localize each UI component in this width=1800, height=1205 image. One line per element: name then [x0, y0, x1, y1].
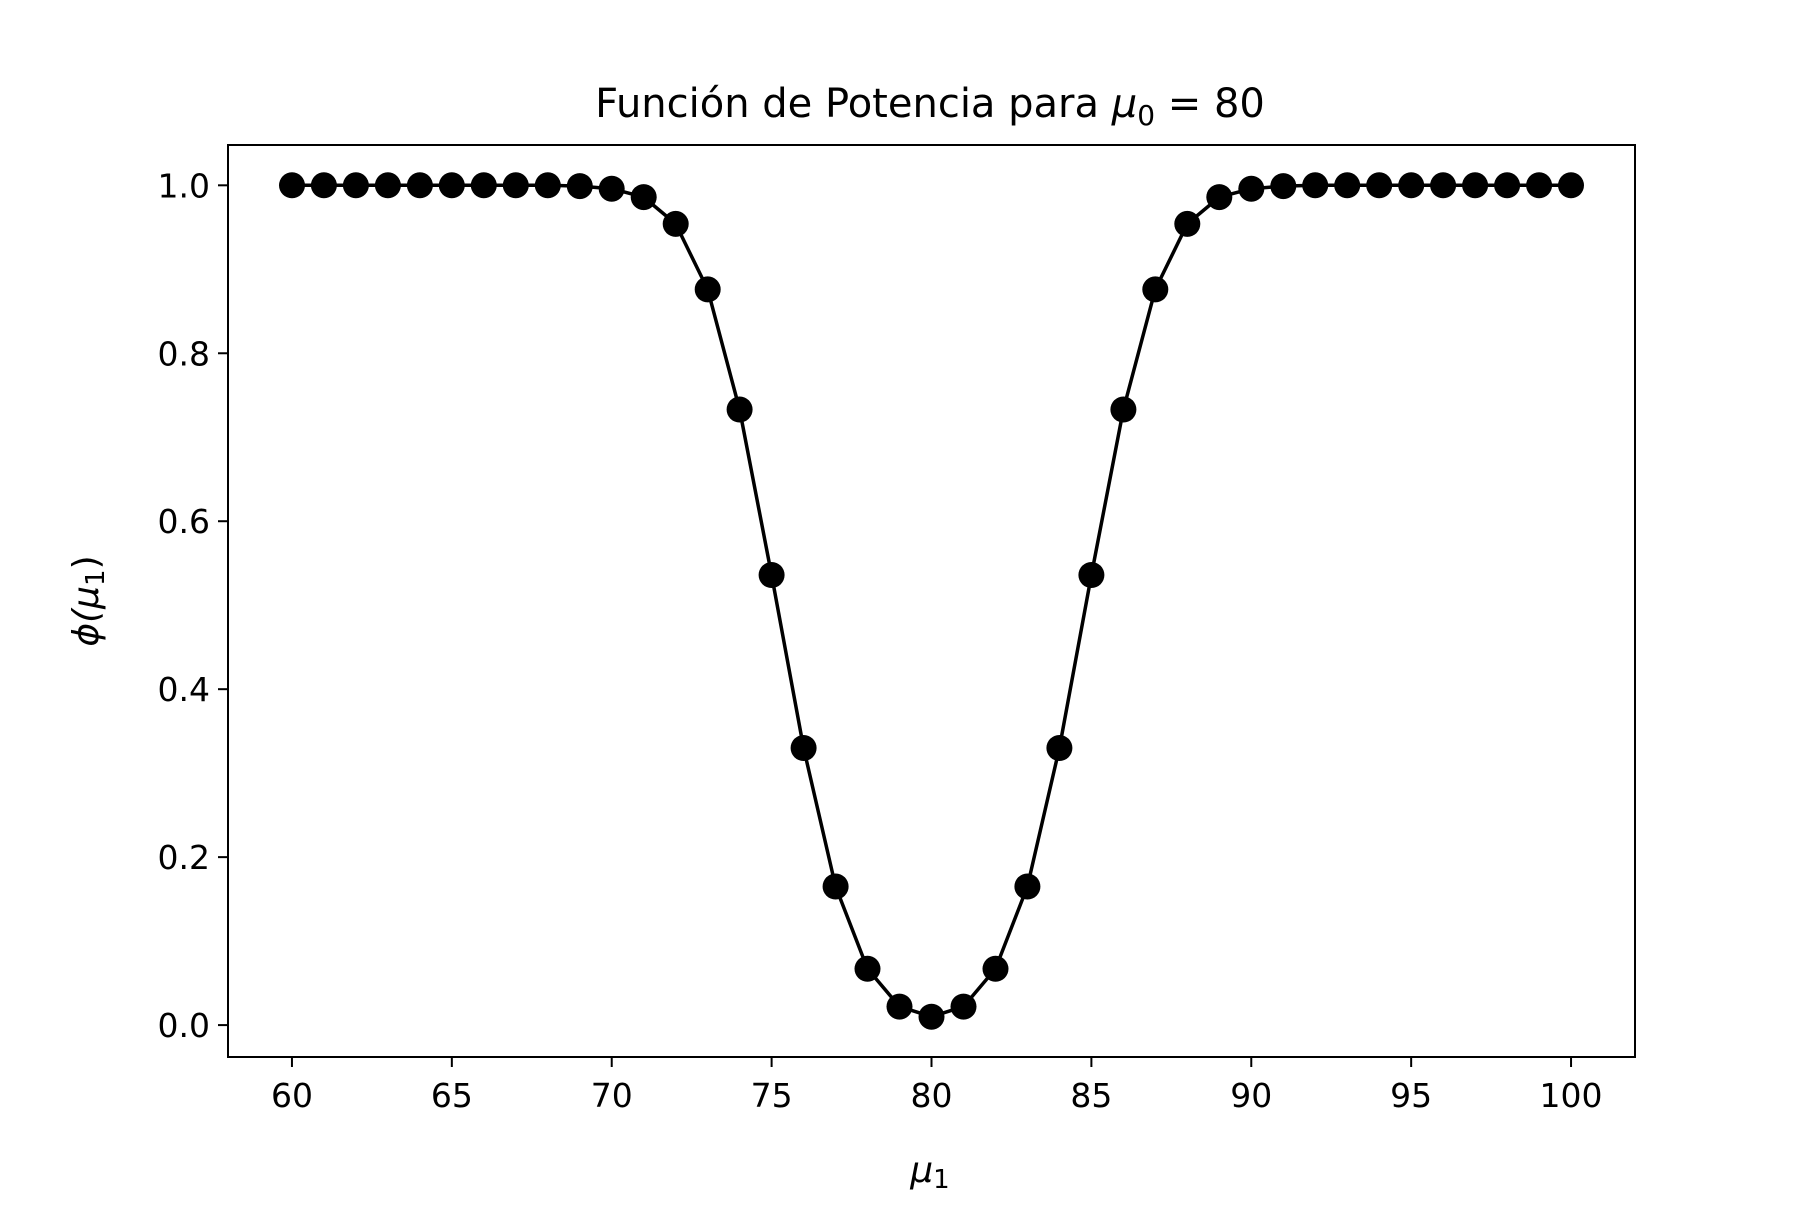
- x-tick-label: 70: [591, 1076, 633, 1115]
- data-point: [374, 172, 401, 199]
- data-point: [1174, 210, 1201, 237]
- data-point: [534, 172, 561, 199]
- data-point: [1206, 184, 1233, 211]
- data-point: [1430, 172, 1457, 199]
- data-point: [1302, 172, 1329, 199]
- y-tick-label: 0.4: [158, 670, 210, 709]
- y-tick-label: 0.8: [158, 334, 210, 373]
- data-point: [1238, 175, 1265, 202]
- data-series: [279, 172, 1584, 1030]
- x-tick-label: 65: [431, 1076, 473, 1115]
- data-point: [694, 276, 721, 303]
- x-tick-label: 85: [1070, 1076, 1112, 1115]
- data-point: [822, 873, 849, 900]
- x-tick-label: 90: [1230, 1076, 1272, 1115]
- data-point: [279, 172, 305, 199]
- x-tick-label: 100: [1540, 1076, 1603, 1115]
- data-point: [1142, 276, 1169, 303]
- y-tick-label: 0.6: [158, 502, 210, 541]
- data-point: [470, 172, 497, 199]
- data-point: [1334, 172, 1361, 199]
- data-point: [598, 175, 625, 202]
- x-axis-ticks: 60 65 70 75 80 85 90 95 100: [271, 1057, 1603, 1115]
- data-point: [1462, 172, 1489, 199]
- y-tick-label: 1.0: [158, 166, 210, 205]
- data-point: [406, 172, 433, 199]
- data-point: [886, 993, 913, 1020]
- data-point: [342, 172, 369, 199]
- data-point: [918, 1003, 945, 1030]
- data-point: [1014, 873, 1041, 900]
- data-point: [1046, 735, 1073, 761]
- data-point: [1078, 562, 1105, 588]
- data-point: [726, 396, 753, 423]
- data-point: [1558, 172, 1584, 199]
- data-point: [982, 955, 1009, 982]
- data-point: [1526, 172, 1553, 199]
- y-tick-label: 0.0: [158, 1006, 210, 1045]
- data-point: [1366, 172, 1393, 199]
- data-point: [438, 172, 465, 199]
- y-axis-label: ϕ(μ1): [66, 555, 111, 646]
- x-tick-label: 60: [271, 1076, 313, 1115]
- data-point: [566, 173, 593, 200]
- data-point: [854, 955, 881, 982]
- data-point: [310, 172, 337, 199]
- y-tick-label: 0.2: [158, 838, 210, 877]
- data-point: [758, 562, 785, 588]
- data-point: [1398, 172, 1425, 199]
- data-point: [662, 210, 689, 237]
- data-point: [1270, 173, 1297, 200]
- x-axis-label: μ1: [909, 1150, 949, 1195]
- data-point: [1110, 396, 1137, 423]
- data-point: [790, 735, 817, 761]
- data-point: [630, 184, 657, 211]
- data-point: [1494, 172, 1521, 199]
- x-tick-label: 80: [911, 1076, 953, 1115]
- axes-frame: [227, 144, 1636, 1058]
- x-tick-label: 75: [751, 1076, 793, 1115]
- y-axis-ticks: 0.0 0.2 0.4 0.6 0.8 1.0: [158, 166, 228, 1045]
- chart-title: Función de Potencia para μ0 = 80: [595, 81, 1265, 132]
- x-tick-label: 95: [1390, 1076, 1432, 1115]
- data-point: [502, 172, 529, 199]
- data-point: [950, 993, 977, 1020]
